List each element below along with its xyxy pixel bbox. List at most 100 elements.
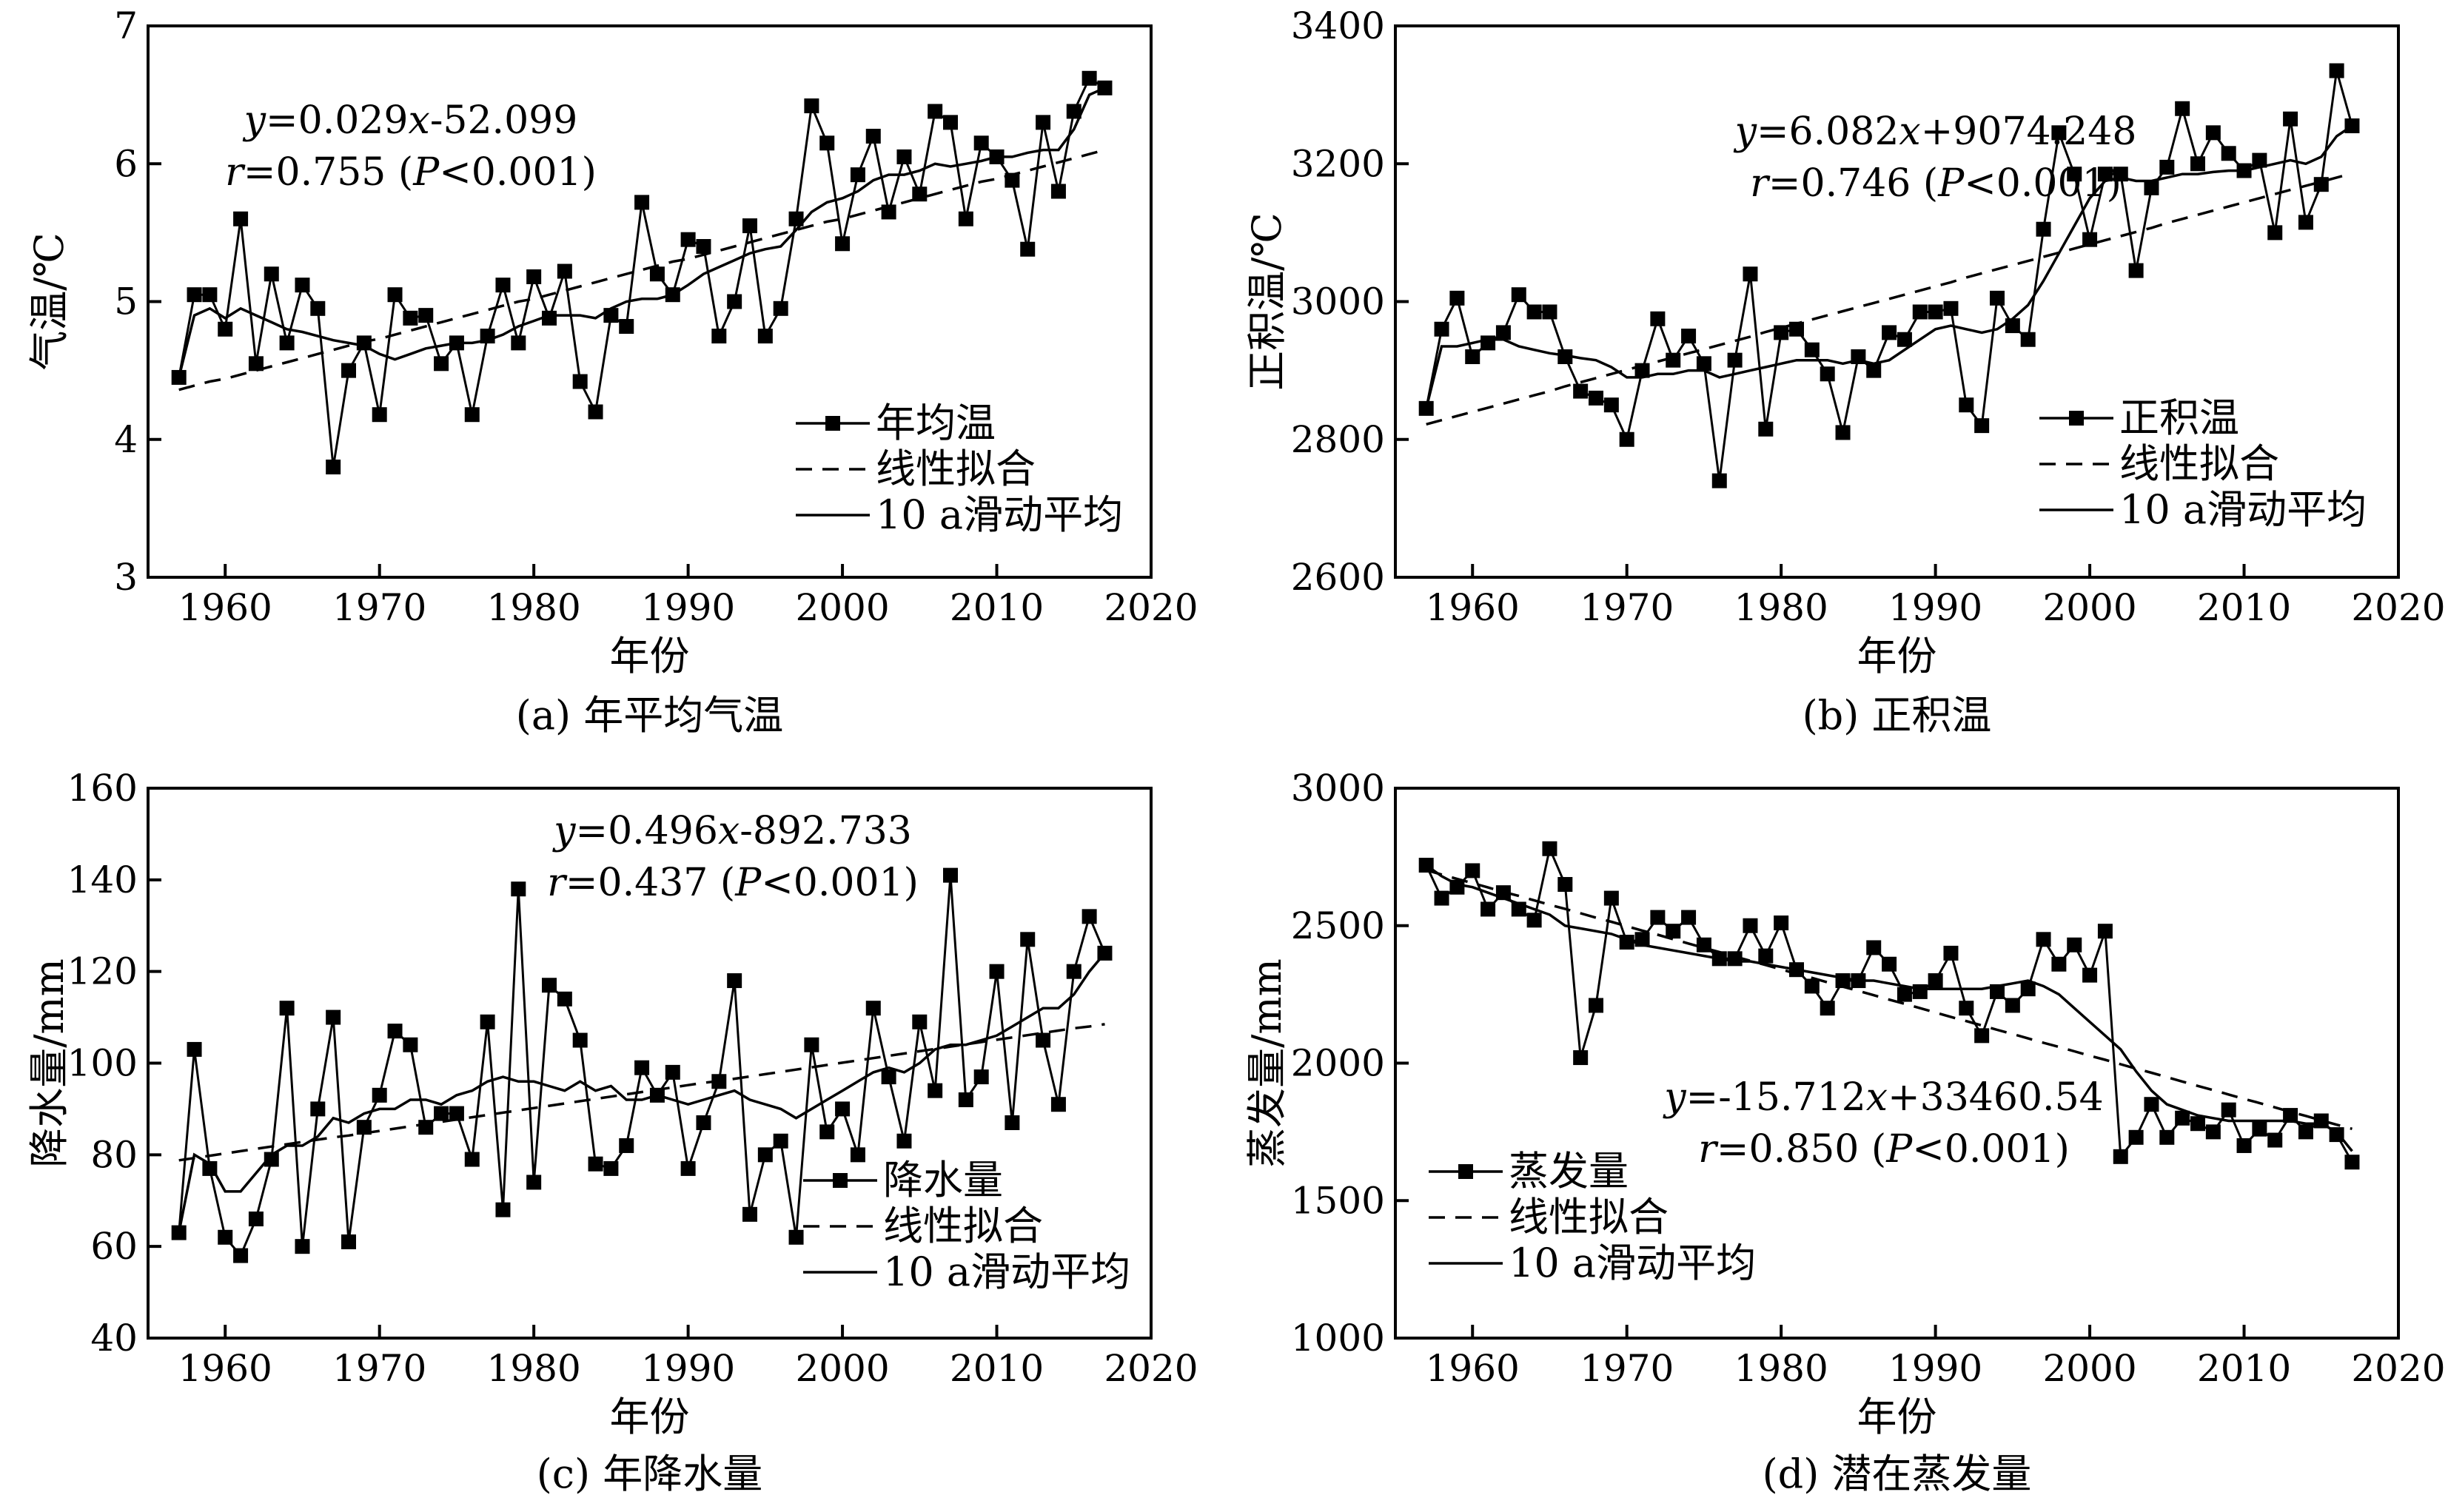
data-point (2144, 1097, 2159, 1112)
data-point (665, 1064, 680, 1080)
data-point (264, 266, 279, 282)
y-tick-label: 4 (114, 418, 138, 461)
data-point (1557, 877, 1573, 893)
data-point (403, 1037, 418, 1052)
x-tick-label: 1960 (1426, 1347, 1520, 1390)
data-point (819, 135, 835, 151)
data-point (279, 1001, 295, 1016)
legend-label: 10 a滑动平均 (2119, 486, 2367, 533)
data-point (2236, 1138, 2252, 1153)
data-point (434, 356, 449, 372)
legend-marker (2069, 411, 2084, 426)
data-point (711, 329, 727, 344)
data-point (896, 1133, 912, 1149)
data-point (1681, 910, 1697, 925)
data-point (1480, 335, 1496, 351)
data-point (603, 1160, 619, 1176)
data-point (1511, 287, 1526, 303)
data-point (511, 881, 526, 897)
data-point (835, 1101, 851, 1117)
data-point (1866, 363, 1882, 378)
data-point (1619, 431, 1634, 447)
data-point (326, 1009, 341, 1025)
data-point (649, 266, 665, 282)
data-point (634, 195, 650, 210)
x-tick-label: 1980 (487, 586, 581, 629)
data-point (680, 1160, 696, 1176)
data-point (1696, 937, 1711, 952)
legend-label: 线性拟合 (2119, 440, 2279, 487)
data-point (1959, 397, 1974, 413)
x-tick-label: 2020 (1104, 586, 1198, 629)
data-point (2283, 111, 2298, 127)
x-tick-label: 1960 (178, 586, 272, 629)
x-tick-label: 2000 (795, 1347, 889, 1390)
data-point (619, 319, 634, 335)
y-tick-label: 6 (114, 142, 138, 185)
data-point (1434, 890, 1449, 906)
data-point (187, 287, 202, 303)
data-point (1020, 932, 1036, 947)
regression-equation: y=-15.712x+33460.54 (1663, 1075, 2104, 1120)
data-point (2252, 1121, 2267, 1137)
data-point (2051, 125, 2067, 141)
data-point (171, 369, 187, 385)
data-point (1573, 383, 1589, 399)
legend-label: 线性拟合 (883, 1203, 1043, 1249)
data-point (2221, 1102, 2236, 1118)
data-point (1711, 473, 1727, 488)
data-point (1020, 241, 1036, 257)
data-point (819, 1124, 835, 1140)
chart-panel-4: 1960 1970 1980 1990 2000 2010 2020 1000 1500 2000… (1244, 767, 2446, 1497)
data-point (1928, 304, 1943, 320)
x-tick-label: 1970 (332, 586, 426, 629)
legend-label: 10 a滑动平均 (1509, 1240, 1756, 1286)
legend-label: 线性拟合 (1509, 1194, 1669, 1240)
data-point (696, 239, 711, 254)
data-point (1650, 311, 1666, 326)
data-point (742, 1206, 757, 1222)
y-tick-label: 3 (114, 556, 138, 599)
data-point (218, 321, 233, 337)
data-point (1666, 352, 1681, 368)
data-point (341, 363, 356, 378)
data-point (1990, 290, 2005, 306)
data-point (356, 1120, 372, 1135)
data-point (912, 187, 928, 202)
data-point (588, 404, 603, 420)
data-point (1589, 390, 1603, 406)
data-point (2344, 1155, 2360, 1170)
chart-panel-2: 1960 1970 1980 1990 2000 2010 2020 2600 2800 3000… (1244, 4, 2446, 739)
x-tick-label: 2010 (950, 586, 1044, 629)
data-point (1082, 70, 1097, 86)
data-point (773, 300, 788, 316)
legend-label: 正积温 (2119, 394, 2239, 441)
data-point (1820, 366, 1835, 382)
data-point (850, 1147, 865, 1163)
x-tick-label: 1970 (1580, 586, 1674, 629)
data-point (1465, 349, 1480, 364)
data-point (1820, 1001, 1835, 1016)
data-point (295, 1239, 310, 1254)
data-point (2159, 159, 2175, 175)
correlation-annotation: r=0.850 (P<0.001) (1698, 1127, 2070, 1172)
data-point (2190, 1116, 2205, 1132)
data-point (1974, 418, 1990, 434)
panel-caption: (a) 年平均气温 (516, 692, 784, 739)
y-axis-title: 蒸发量/mm (1244, 958, 1290, 1168)
data-point (511, 335, 526, 351)
data-point (727, 294, 742, 309)
data-point (1050, 184, 1066, 199)
chart-panel-1: 1960 1970 1980 1990 2000 2010 2020 3 4 5 6 7 年份 气温/℃ (… (26, 4, 1198, 739)
data-point (248, 356, 264, 372)
x-tick-label: 1980 (1734, 1347, 1828, 1390)
data-point (557, 263, 572, 279)
data-point (881, 1069, 896, 1085)
regression-equation: y=0.029x-52.099 (243, 98, 578, 143)
data-point (2113, 1149, 2128, 1164)
data-point (2313, 177, 2329, 192)
data-point (1897, 332, 1912, 347)
data-point (1557, 349, 1573, 364)
data-point (1036, 1032, 1051, 1048)
series-line (1426, 869, 2353, 1130)
